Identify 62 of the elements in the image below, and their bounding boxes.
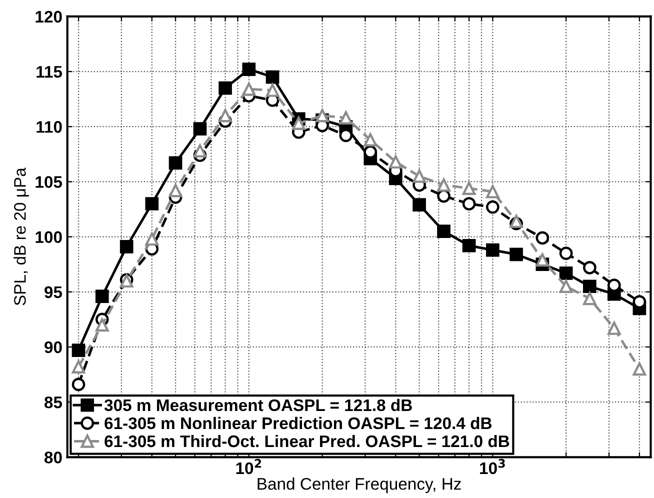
x-tick-label: 10$^{3}$	[480, 458, 505, 474]
point	[218, 81, 232, 95]
point	[218, 108, 232, 122]
point	[607, 322, 621, 335]
point	[559, 246, 573, 260]
point	[412, 198, 426, 212]
point	[462, 197, 476, 210]
point	[242, 62, 256, 76]
legend-label: 61-305 m Nonlinear Prediction OASPL = 120.4 dB	[104, 416, 492, 430]
point	[632, 295, 646, 308]
point	[536, 253, 550, 267]
point	[632, 362, 646, 376]
point	[145, 197, 159, 210]
point	[510, 248, 523, 262]
point	[72, 378, 86, 392]
point	[583, 280, 596, 294]
point	[266, 84, 280, 97]
point	[486, 184, 500, 198]
point	[316, 108, 329, 122]
legend-label: 305 m Measurement OASPL = 121.8 dB	[104, 398, 412, 412]
point	[242, 82, 256, 96]
point	[583, 292, 596, 306]
point	[536, 231, 550, 245]
point	[95, 290, 109, 303]
y-tick-label: 95	[44, 286, 62, 298]
point	[168, 184, 182, 198]
point	[559, 266, 573, 280]
point	[72, 344, 86, 357]
point	[364, 133, 378, 147]
y-tick-label: 120	[36, 10, 62, 23]
point	[583, 260, 596, 274]
point	[412, 170, 426, 183]
point	[437, 178, 450, 192]
point	[292, 116, 306, 130]
point	[72, 360, 86, 374]
point	[559, 280, 573, 294]
point	[486, 243, 500, 257]
point	[462, 238, 476, 252]
y-tick-label: 100	[36, 231, 62, 243]
y-tick-label: 110	[36, 121, 62, 133]
y-tick-label: 90	[44, 341, 62, 354]
y-tick-label: 105	[36, 176, 62, 188]
y-tick-label: 115	[36, 66, 62, 78]
point	[95, 318, 109, 332]
legend-label: 61-305 m Third-Oct. Linear Pred. OASPL = 121.0 dB	[104, 434, 510, 448]
point	[193, 144, 207, 158]
point	[607, 278, 621, 292]
point	[145, 232, 159, 246]
y-tick-label: 85	[44, 396, 62, 408]
point	[389, 155, 402, 169]
point	[486, 200, 500, 214]
point	[120, 240, 134, 254]
point	[339, 111, 353, 124]
point	[266, 70, 280, 84]
y-axis-title: SPL, dB re 20 μPa	[14, 168, 29, 306]
point	[168, 156, 182, 170]
y-tick-label: 80	[44, 452, 62, 464]
point	[437, 224, 450, 238]
x-axis-title: Band Center Frequency, Hz	[258, 478, 461, 494]
point	[193, 122, 207, 136]
x-tick-label: 10$^{2}$	[236, 458, 262, 474]
point	[462, 182, 476, 195]
